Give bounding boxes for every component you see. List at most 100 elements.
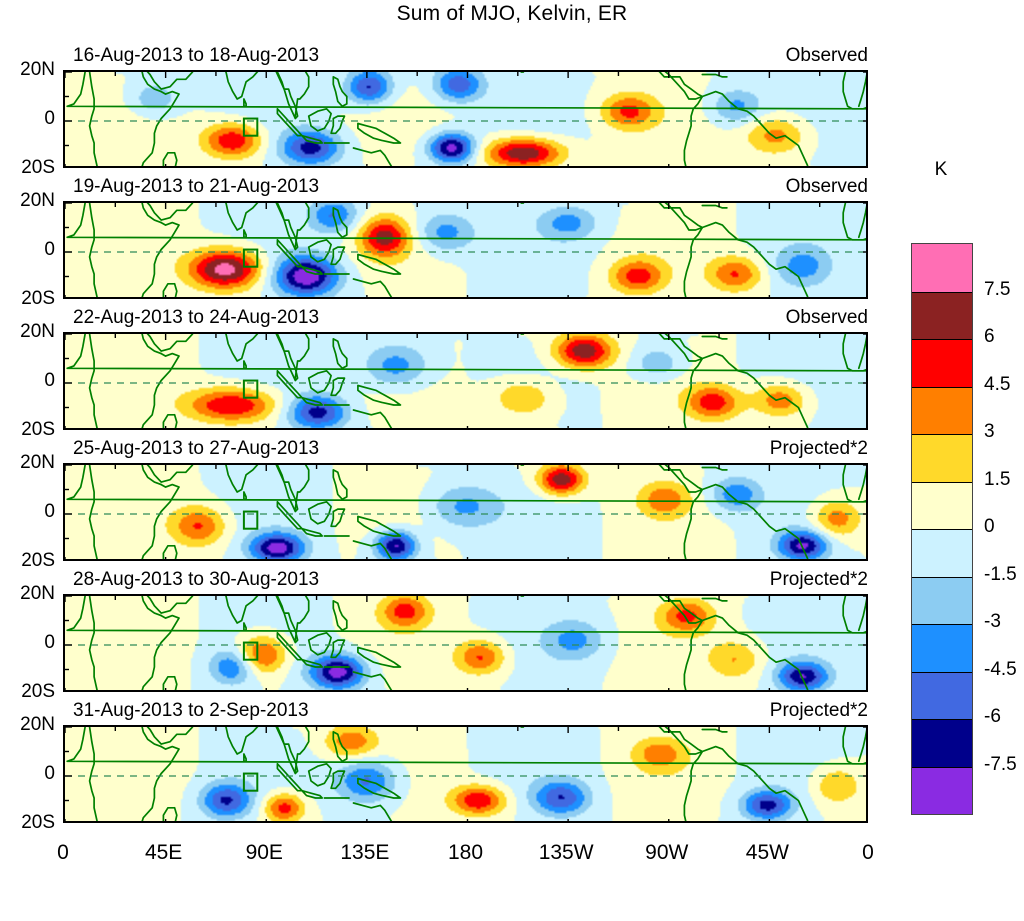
coastlines — [66, 203, 866, 297]
colorbar-tick-label: 1.5 — [984, 468, 1011, 490]
colorbar-band — [912, 434, 972, 482]
colorbar-band-divider — [912, 386, 972, 388]
map-panel-4 — [63, 463, 868, 561]
colorbar-tick-label: 7.5 — [984, 278, 1011, 300]
x-axis-tick-label: 90W — [645, 841, 689, 864]
map-overlay — [65, 596, 866, 690]
colorbar-band — [912, 576, 972, 624]
colorbar-tick-label: -1.5 — [984, 563, 1017, 585]
y-axis-tick-label: 20S — [21, 419, 55, 440]
panel-date-range: 16-Aug-2013 to 18-Aug-2013 — [73, 45, 320, 66]
y-axis-tick-label: 20S — [21, 550, 55, 571]
coastlines — [66, 596, 866, 690]
panel-date-range: 22-Aug-2013 to 24-Aug-2013 — [73, 307, 320, 328]
colorbar-band — [912, 671, 972, 719]
y-axis-tick-label: 20N — [20, 714, 55, 735]
map-panel-2 — [63, 201, 868, 299]
region-highlight-box — [242, 248, 259, 268]
x-axis-tick-label: 0 — [57, 841, 69, 864]
x-axis-tick-label: 180 — [447, 841, 484, 864]
y-axis-tick-label: 20N — [20, 583, 55, 604]
y-axis-tick-label: 0 — [44, 108, 55, 129]
map-overlay — [65, 465, 866, 559]
y-axis-tick-label: 20N — [20, 59, 55, 80]
contour-fill-raster — [65, 72, 866, 166]
x-axis-tick-label: 135W — [538, 841, 594, 864]
coastlines — [66, 334, 866, 428]
x-axis-tick-label: 90E — [245, 841, 283, 864]
colorbar — [911, 243, 973, 815]
x-axis-tick-label: 45W — [745, 841, 789, 864]
colorbar-tick-label: -7.5 — [984, 753, 1017, 775]
colorbar-band-divider — [912, 434, 972, 435]
x-axis-tick-label: 0 — [862, 841, 874, 864]
colorbar-band-divider — [912, 291, 972, 293]
panel-ticks — [65, 72, 866, 166]
coastlines — [66, 727, 866, 821]
panel-ticks — [65, 727, 866, 821]
region-highlight-box — [242, 772, 259, 792]
coastlines — [66, 72, 866, 166]
map-panel-1 — [63, 70, 868, 168]
colorbar-tick-label: 3 — [984, 421, 995, 442]
y-axis-tick-label: 20N — [20, 190, 55, 211]
region-highlight-box — [242, 510, 259, 530]
y-axis-tick-label: 20S — [21, 157, 55, 178]
panel-ticks — [65, 596, 866, 690]
map-panel-5 — [63, 594, 868, 692]
colorbar-band-divider — [912, 719, 972, 720]
colorbar-band — [912, 481, 972, 529]
y-axis-tick-label: 20S — [21, 812, 55, 833]
colorbar-band — [912, 291, 972, 339]
contour-fill-raster — [65, 334, 866, 428]
map-overlay — [65, 203, 866, 297]
colorbar-band — [912, 529, 972, 577]
colorbar-band-divider — [912, 624, 972, 625]
map-panel-6 — [63, 725, 868, 823]
panel-ticks — [65, 203, 866, 297]
contour-fill-raster — [65, 596, 866, 690]
colorbar-band-divider — [912, 671, 972, 673]
colorbar-band-divider — [912, 481, 972, 483]
colorbar-tick-label: 0 — [984, 516, 995, 537]
colorbar-band-divider — [912, 529, 972, 530]
y-axis-tick-label: 0 — [44, 239, 55, 260]
panel-plot-area — [63, 332, 868, 430]
panel-source-tag: Projected*2 — [769, 438, 868, 459]
colorbar-tick-label: -6 — [984, 706, 1001, 727]
panel-date-range: 19-Aug-2013 to 21-Aug-2013 — [73, 176, 320, 197]
panel-source-tag: Projected*2 — [769, 569, 868, 590]
map-panel-3 — [63, 332, 868, 430]
y-axis-tick-label: 20S — [21, 288, 55, 309]
contour-fill-raster — [65, 727, 866, 821]
y-axis-tick-label: 0 — [44, 632, 55, 653]
panel-source-tag: Observed — [785, 307, 868, 328]
panel-plot-area — [63, 594, 868, 692]
region-highlight-box — [242, 117, 259, 137]
panel-plot-area — [63, 70, 868, 168]
colorbar-band — [912, 339, 972, 387]
panel-ticks — [65, 334, 866, 428]
panel-date-range: 25-Aug-2013 to 27-Aug-2013 — [73, 438, 320, 459]
panel-ticks — [65, 465, 866, 559]
y-axis-tick-label: 20N — [20, 452, 55, 473]
colorbar-band-divider — [912, 576, 972, 578]
colorbar-unit-label: K — [934, 159, 948, 180]
region-highlight-box — [242, 641, 259, 661]
region-highlight-box — [242, 379, 259, 399]
colorbar-band-divider — [912, 339, 972, 340]
panel-date-range: 31-Aug-2013 to 2-Sep-2013 — [73, 700, 309, 721]
y-axis-tick-label: 0 — [44, 763, 55, 784]
colorbar-tick-label: 4.5 — [984, 373, 1011, 395]
colorbar-band — [912, 766, 972, 814]
colorbar-band — [912, 719, 972, 767]
contour-fill-raster — [65, 203, 866, 297]
colorbar-band — [912, 624, 972, 672]
y-axis-tick-label: 0 — [44, 501, 55, 522]
panel-date-range: 28-Aug-2013 to 30-Aug-2013 — [73, 569, 320, 590]
colorbar-tick-label: -3 — [984, 611, 1001, 632]
map-overlay — [65, 334, 866, 428]
panel-source-tag: Observed — [785, 45, 868, 66]
colorbar-band-divider — [912, 766, 972, 768]
